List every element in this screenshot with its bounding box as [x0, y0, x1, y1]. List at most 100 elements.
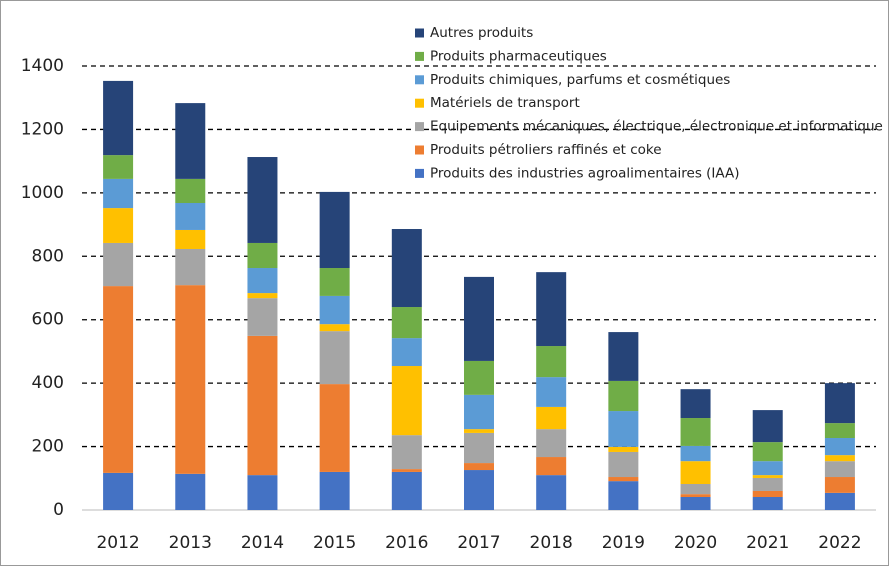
- bar-segment: [175, 178, 206, 204]
- legend-label: Produits des industries agroalimentaires…: [430, 165, 740, 181]
- bar-segment: [247, 268, 278, 294]
- bar-segment: [824, 477, 855, 493]
- x-tick-label: 2022: [818, 533, 861, 553]
- bar-segment: [247, 293, 278, 299]
- bar-segment: [319, 331, 350, 385]
- legend-swatch: [415, 98, 424, 108]
- bar-segment: [680, 496, 711, 510]
- bar-segment: [391, 471, 422, 510]
- bar-segment: [752, 490, 783, 497]
- bar-segment: [175, 229, 206, 249]
- x-tick-label: 2013: [169, 533, 212, 553]
- bar-segment: [752, 475, 783, 478]
- bar-segment: [680, 445, 711, 462]
- bar-segment: [103, 208, 134, 243]
- legend-swatch: [415, 122, 424, 132]
- bar-segment: [175, 285, 206, 474]
- legend-label: Produits pétroliers raffinés et coke: [430, 142, 662, 158]
- bar-segment: [391, 435, 422, 470]
- bar-segment: [247, 335, 278, 476]
- x-tick-label: 2012: [96, 533, 139, 553]
- bar-segment: [752, 442, 783, 462]
- bar-segment: [680, 494, 711, 497]
- x-tick-label: 2014: [241, 533, 284, 553]
- legend-swatch: [415, 168, 424, 178]
- bar-segment: [752, 461, 783, 476]
- bar-segment: [608, 481, 639, 510]
- legend-swatch: [415, 145, 424, 155]
- legend-label: Produits chimiques, parfums et cosmétiqu…: [430, 72, 730, 88]
- bar-segment: [536, 272, 567, 347]
- y-tick-label: 400: [32, 373, 64, 393]
- bar-segment: [319, 324, 350, 332]
- bar-segment: [103, 242, 134, 287]
- bar-segment: [319, 295, 350, 325]
- bar-segment: [319, 268, 350, 296]
- bar-segment: [175, 473, 206, 510]
- y-tick-label: 0: [53, 500, 64, 520]
- y-tick-label: 600: [32, 310, 64, 330]
- bar-segment: [536, 377, 567, 407]
- bar-segment: [103, 178, 134, 209]
- bar-segment: [319, 191, 350, 269]
- bar-segment: [464, 470, 494, 510]
- bar-segment: [103, 472, 134, 510]
- bar-segment: [247, 157, 278, 243]
- bar-segment: [247, 242, 278, 269]
- bar-segment: [247, 475, 278, 510]
- bar-segment: [175, 203, 206, 230]
- x-tick-label: 2021: [746, 533, 789, 553]
- bar-segment: [536, 475, 567, 510]
- bar-segment: [752, 410, 783, 443]
- y-tick-label: 1200: [21, 119, 64, 139]
- legend-label: Equipements mécaniques, électrique, élec…: [430, 119, 883, 135]
- legend-label: Matériels de transport: [430, 95, 580, 111]
- bar-segment: [608, 446, 639, 452]
- bar-segment: [680, 389, 711, 419]
- x-tick-label: 2020: [674, 533, 717, 553]
- bar-segment: [319, 384, 350, 472]
- bar-segment: [680, 483, 711, 495]
- bar-segment: [464, 276, 494, 361]
- bar-segment: [608, 332, 639, 381]
- bar-segment: [247, 298, 278, 336]
- x-tick-label: 2016: [385, 533, 428, 553]
- bar-segment: [464, 432, 494, 464]
- legend-swatch: [415, 28, 424, 38]
- bar-segment: [175, 103, 206, 179]
- bar-segment: [824, 461, 855, 478]
- bar-segment: [319, 471, 350, 510]
- bar-segment: [536, 457, 567, 476]
- bar-segment: [824, 492, 855, 510]
- bar-segment: [391, 366, 422, 436]
- bar-segment: [824, 438, 855, 456]
- legend-label: Produits pharmaceutiques: [430, 48, 607, 64]
- x-tick-label: 2019: [602, 533, 645, 553]
- bar-segment: [536, 429, 567, 458]
- bar-segment: [464, 463, 494, 471]
- bar-segment: [103, 286, 134, 473]
- bar-segment: [391, 229, 422, 308]
- bar-segment: [824, 455, 855, 462]
- bar-segment: [752, 477, 783, 491]
- x-tick-label: 2018: [530, 533, 573, 553]
- legend-swatch: [415, 75, 424, 85]
- x-tick-label: 2017: [457, 533, 500, 553]
- legend-swatch: [415, 51, 424, 61]
- y-tick-label: 1000: [21, 183, 64, 203]
- bar-segment: [608, 380, 639, 412]
- bar-segment: [824, 423, 855, 439]
- bar-segment: [608, 477, 639, 482]
- bar-segment: [824, 383, 855, 424]
- x-tick-label: 2015: [313, 533, 356, 553]
- bar-segment: [103, 80, 134, 156]
- legend-label: Autres produits: [430, 25, 533, 41]
- bar-segment: [680, 461, 711, 484]
- bar-segment: [680, 418, 711, 446]
- bar-segment: [103, 155, 134, 179]
- bar-segment: [391, 338, 422, 367]
- bar-segment: [752, 496, 783, 510]
- bar-segment: [536, 406, 567, 430]
- bar-segment: [464, 429, 494, 433]
